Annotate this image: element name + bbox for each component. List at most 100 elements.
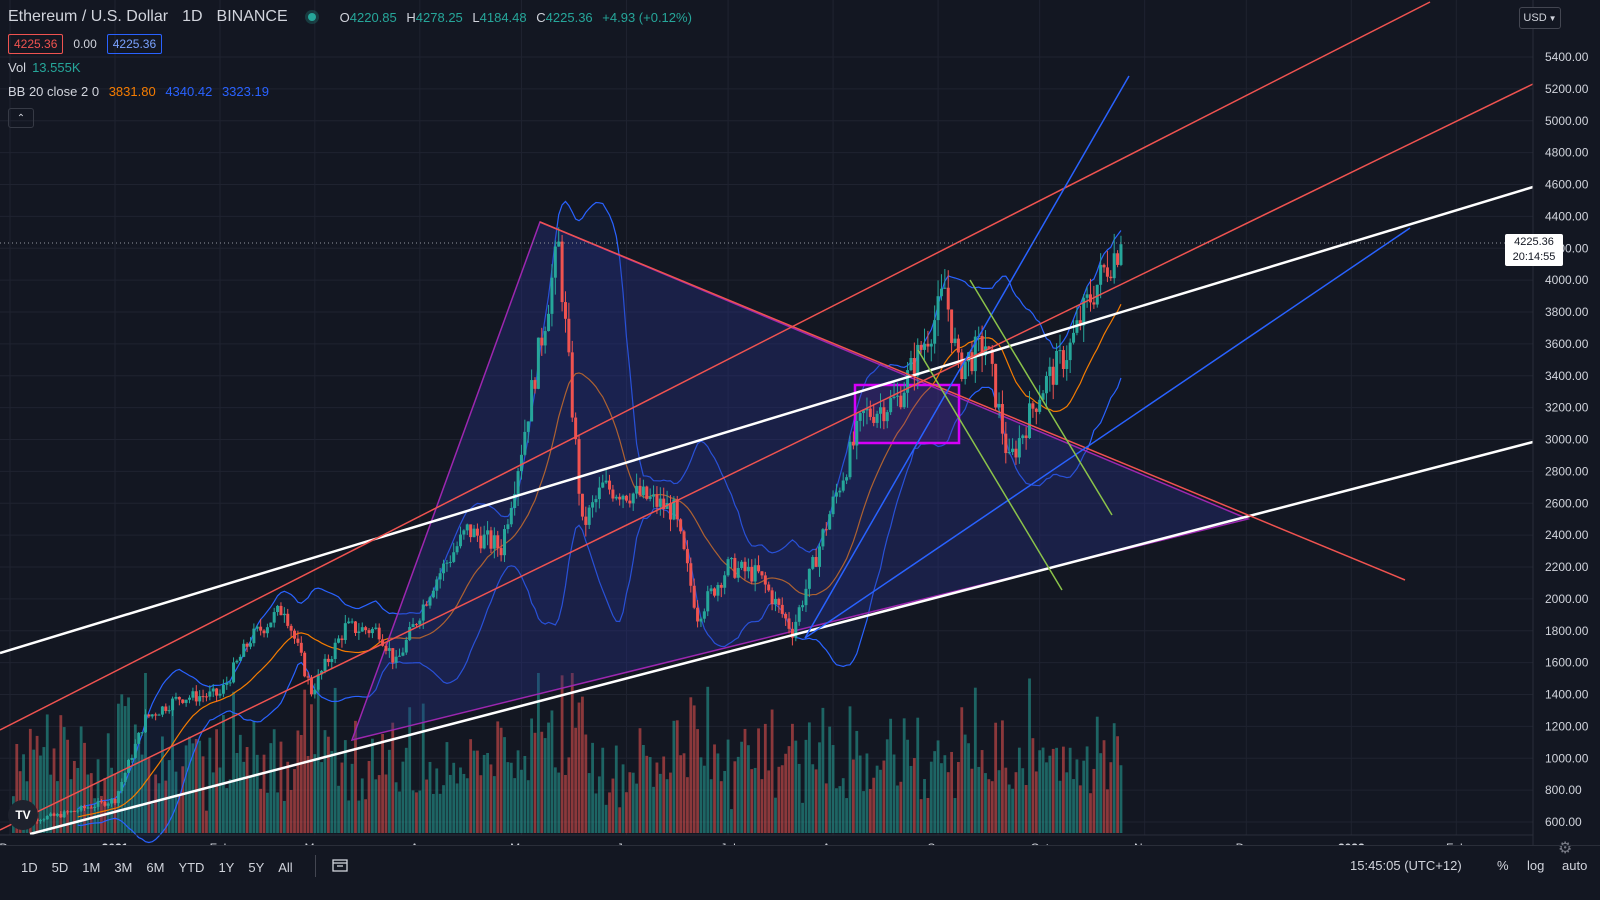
white-channel-lower[interactable] <box>29 440 1534 836</box>
volume-legend[interactable]: Vol 13.555K <box>8 60 81 75</box>
price-tick-label: 4800.00 <box>1545 146 1589 160</box>
red-channel-lower[interactable] <box>0 83 1534 831</box>
candle-body <box>391 648 395 663</box>
candle-body <box>865 408 869 411</box>
range-6m[interactable]: 6M <box>146 860 165 875</box>
candle-body <box>228 682 232 684</box>
volume-bar <box>608 792 611 833</box>
candle-body <box>584 516 588 525</box>
candle-body <box>553 246 557 278</box>
triangle-drawing[interactable] <box>350 221 1251 742</box>
volume-bar <box>282 800 286 833</box>
candle-body <box>448 561 452 563</box>
green-line-2[interactable] <box>969 279 1113 516</box>
candle-body <box>729 557 733 560</box>
volume-bar <box>499 727 503 833</box>
candle-body <box>580 493 584 517</box>
volume-bar <box>523 756 527 833</box>
volume-bar <box>130 765 134 833</box>
blue-steep-line[interactable] <box>804 75 1130 639</box>
red-resistance-line[interactable] <box>539 221 1406 581</box>
candle-body <box>435 579 439 591</box>
rectangle-drawing[interactable] <box>853 383 961 445</box>
candle-body <box>1085 294 1089 298</box>
chart-background <box>0 0 1600 845</box>
range-3m[interactable]: 3M <box>114 860 133 875</box>
candle-body <box>242 643 246 657</box>
currency-select[interactable]: USD ▼ <box>1519 7 1561 29</box>
blue-support-line[interactable] <box>804 227 1411 639</box>
candle-body <box>499 548 503 556</box>
interval-label[interactable]: 1D <box>182 8 203 25</box>
volume-bar <box>218 767 222 833</box>
volume-bar <box>797 763 801 833</box>
drawing-tools[interactable] <box>350 221 1251 742</box>
range-5d[interactable]: 5D <box>51 860 69 875</box>
volume-bar <box>421 703 425 833</box>
gear-icon[interactable]: ⚙ <box>1558 840 1573 857</box>
toolbar-divider <box>315 855 316 877</box>
candle-body <box>503 529 507 556</box>
candle-body <box>923 343 927 350</box>
white-channel-upper[interactable] <box>0 185 1534 655</box>
volume-bar <box>503 737 506 833</box>
auto-scale-button[interactable]: auto <box>1562 858 1588 873</box>
candle-body <box>269 622 273 628</box>
volume-bar <box>543 738 547 833</box>
bb-legend[interactable]: BB 20 close 2 0 3831.80 4340.42 3323.19 <box>8 84 269 99</box>
candle-body <box>1000 403 1004 434</box>
red-channel-upper[interactable] <box>0 1 1431 731</box>
candle-body <box>208 691 212 697</box>
candle-body <box>506 524 510 530</box>
clock-timezone[interactable]: 15:45:05 (UTC+12) <box>1350 858 1462 873</box>
candle-body <box>323 658 327 671</box>
range-1y[interactable]: 1Y <box>218 860 235 875</box>
green-line-1[interactable] <box>917 349 1063 591</box>
volume-bar <box>926 797 930 833</box>
volume-bar <box>459 767 462 833</box>
volume-bar <box>39 755 42 833</box>
volume-bar <box>570 673 574 833</box>
percent-scale-button[interactable]: % <box>1497 858 1509 873</box>
volume-bar <box>1058 780 1062 833</box>
price-tick-label: 600.00 <box>1545 815 1582 829</box>
range-1d[interactable]: 1D <box>21 860 38 875</box>
price-tick-label: 5400.00 <box>1545 50 1589 64</box>
volume-bar <box>188 736 191 833</box>
symbol-title[interactable]: Ethereum / U.S. Dollar <box>8 8 169 25</box>
candle-body <box>611 489 615 499</box>
candle-body <box>337 638 341 643</box>
candle-body <box>482 534 486 549</box>
chevron-up-icon[interactable]: ⌃ <box>8 108 34 128</box>
volume-bar <box>594 793 598 833</box>
candle-body <box>757 565 761 572</box>
time-axis[interactable]: Dec 2021 Feb Mar Apr May Jun Jul Aug Sep Oct Nov Dec… <box>0 834 1533 845</box>
volume-bar <box>509 762 513 833</box>
range-ytd[interactable]: YTD <box>178 860 205 875</box>
candle-body <box>330 659 334 662</box>
volume-bar <box>706 686 710 833</box>
candle-body <box>916 344 920 377</box>
volume-bar <box>360 778 364 833</box>
log-scale-button[interactable]: log <box>1527 858 1545 873</box>
buy-price-button[interactable]: 4225.36 <box>106 34 163 54</box>
candle-body <box>66 811 70 813</box>
trend-lines[interactable] <box>0 1 1534 836</box>
sell-price-button[interactable]: 4225.36 <box>8 34 64 54</box>
candle-body <box>408 627 412 640</box>
volume-bar <box>550 710 554 833</box>
range-all[interactable]: All <box>278 860 293 875</box>
calendar-range-icon[interactable] <box>332 858 348 872</box>
time-tick-label: Dec <box>0 841 21 845</box>
candle-body <box>42 819 46 821</box>
price-tick-label: 4600.00 <box>1545 178 1589 192</box>
tradingview-logo[interactable]: TV <box>8 800 38 830</box>
range-5y[interactable]: 5Y <box>248 860 265 875</box>
volume-bar <box>144 673 147 833</box>
candle-body <box>137 732 141 744</box>
volume-bar <box>1061 746 1065 833</box>
price-chart[interactable]: 600.00 800.00 1000.00 1200.00 1400.00 1600.00… <box>0 0 1600 845</box>
range-1m[interactable]: 1M <box>82 860 101 875</box>
market-status-icon[interactable] <box>307 13 316 21</box>
price-axis[interactable]: 600.00 800.00 1000.00 1200.00 1400.00 1600.00… <box>1532 0 1589 845</box>
